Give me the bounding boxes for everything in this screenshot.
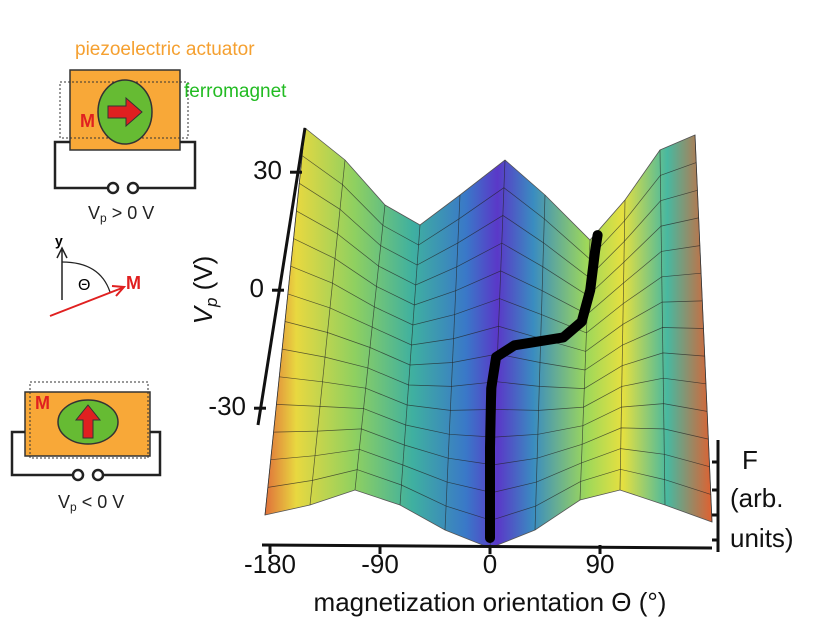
y-tick-label: 30 bbox=[253, 155, 282, 185]
surface-grid bbox=[694, 134, 713, 523]
axes: 30 0 -30 -180 -90 0 90 bbox=[208, 127, 713, 579]
angle-label: Θ bbox=[78, 277, 90, 294]
surface-grid bbox=[354, 204, 386, 491]
x-axis-line bbox=[261, 543, 713, 550]
y-axis-line bbox=[256, 127, 307, 426]
x-tick-label: -90 bbox=[361, 549, 399, 579]
x-tick-label: 90 bbox=[586, 549, 615, 579]
surface-grid bbox=[534, 194, 546, 531]
angle-arc bbox=[61, 261, 111, 293]
surface-grid bbox=[444, 194, 461, 531]
circuit bbox=[10, 430, 162, 477]
m-arrow bbox=[49, 285, 127, 317]
terminal bbox=[106, 181, 120, 195]
m-label: M bbox=[35, 393, 50, 413]
y-label: y bbox=[55, 233, 63, 249]
x-tick-label: 0 bbox=[483, 549, 497, 579]
surface-grid bbox=[264, 127, 306, 516]
terminal bbox=[71, 468, 85, 482]
surface-grid bbox=[619, 199, 626, 491]
terminal bbox=[126, 181, 140, 195]
y-axis-title: Vp (V) bbox=[188, 256, 222, 325]
ferromagnet-label: ferromagnet bbox=[184, 81, 287, 102]
circuit bbox=[53, 140, 197, 190]
surface-grid bbox=[309, 159, 346, 506]
surface-grid bbox=[659, 149, 666, 506]
magnetization-arrow bbox=[74, 404, 102, 439]
magnetization-arrow bbox=[107, 96, 143, 128]
y-axis-arrow bbox=[56, 246, 68, 300]
z-axis bbox=[712, 440, 720, 552]
z-axis-title: F bbox=[742, 445, 758, 475]
z-axis-title: units) bbox=[730, 523, 794, 553]
magnet-outline bbox=[29, 381, 149, 459]
y-tick-label: 0 bbox=[250, 273, 264, 303]
equilibrium-path bbox=[485, 230, 603, 543]
m-label: M bbox=[80, 111, 95, 131]
m-axis-label: M bbox=[126, 273, 141, 293]
terminal bbox=[91, 468, 105, 482]
surface-grid bbox=[399, 224, 421, 506]
y-tick-label: -30 bbox=[208, 391, 246, 421]
voltage-label: Vp < 0 V bbox=[58, 492, 124, 514]
voltage-label: Vp > 0 V bbox=[88, 203, 154, 225]
x-tick-label: -180 bbox=[244, 549, 296, 579]
actuator-label: piezoelectric actuator bbox=[75, 39, 255, 60]
x-axis-title: magnetization orientation Θ (°) bbox=[314, 587, 667, 617]
z-axis-title: (arb. bbox=[730, 483, 783, 513]
